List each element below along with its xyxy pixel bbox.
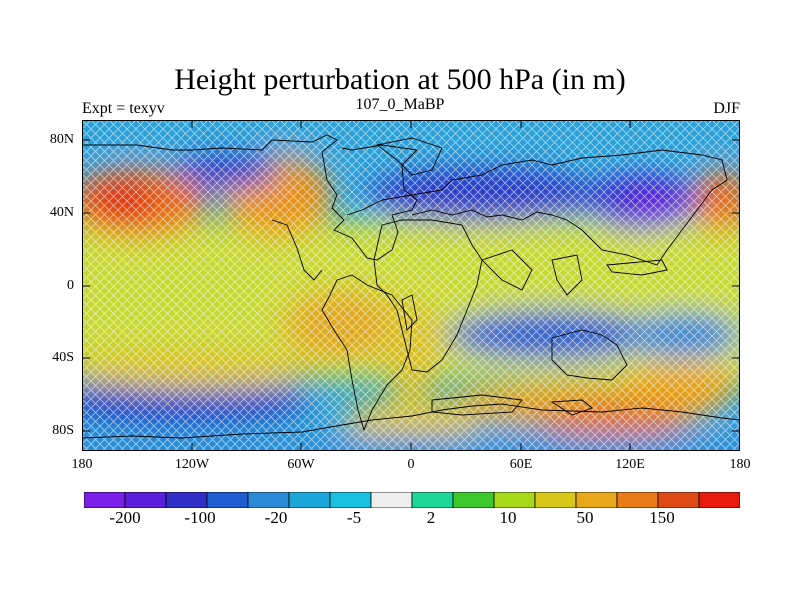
colorbar-label-m5: -5 bbox=[346, 508, 362, 527]
map-panel bbox=[82, 120, 740, 451]
colorbar-label-10: 10 bbox=[499, 508, 517, 527]
colorbar-label-m20: -20 bbox=[264, 508, 288, 527]
season-label: DJF bbox=[713, 100, 740, 117]
colorbar bbox=[84, 492, 740, 508]
colorbar-swatch bbox=[84, 492, 126, 508]
colorbar-swatch bbox=[165, 492, 208, 508]
plot-title: Height perturbation at 500 hPa (in m) bbox=[174, 63, 626, 96]
lon-label-0: 0 bbox=[407, 457, 415, 472]
coastlines bbox=[82, 134, 740, 439]
lat-label-40n: 40N bbox=[49, 205, 74, 220]
colorbar-swatch bbox=[534, 492, 577, 508]
lon-label-120e: 120E bbox=[615, 457, 645, 472]
colorbar-swatch bbox=[206, 492, 249, 508]
period-label: 107_0_MaBP bbox=[355, 96, 445, 113]
lat-label-40s: 40S bbox=[52, 350, 74, 365]
colorbar-swatch bbox=[575, 492, 618, 508]
colorbar-swatch bbox=[370, 492, 413, 508]
colorbar-swatch bbox=[411, 492, 454, 508]
colorbar-swatch bbox=[247, 492, 290, 508]
colorbar-swatch bbox=[288, 492, 331, 508]
colorbar-swatch bbox=[698, 492, 740, 508]
colorbar-swatch bbox=[124, 492, 167, 508]
lat-label-80n: 80N bbox=[49, 132, 74, 147]
colorbar-label-m200: -200 bbox=[109, 508, 141, 527]
experiment-label: Expt = texyv bbox=[82, 100, 165, 117]
colorbar-swatch bbox=[493, 492, 536, 508]
lon-label-120w: 120W bbox=[174, 457, 210, 472]
lon-label-180w: 180 bbox=[71, 457, 93, 472]
colorbar-label-2: 2 bbox=[426, 508, 436, 527]
colorbar-label-m100: -100 bbox=[184, 508, 216, 527]
lon-label-60w: 60W bbox=[287, 457, 315, 472]
colorbar-swatch bbox=[616, 492, 659, 508]
lat-label-eq: 0 bbox=[67, 278, 74, 293]
colorbar-swatch bbox=[657, 492, 700, 508]
colorbar-swatch bbox=[329, 492, 372, 508]
colorbar-swatch bbox=[452, 492, 495, 508]
lon-label-180e: 180 bbox=[729, 457, 751, 472]
height-perturbation-map bbox=[82, 120, 740, 451]
colorbar-label-50: 50 bbox=[576, 508, 594, 527]
lon-label-60e: 60E bbox=[509, 457, 533, 472]
colorbar-label-150: 150 bbox=[649, 508, 675, 527]
lat-label-80s: 80S bbox=[52, 423, 74, 438]
